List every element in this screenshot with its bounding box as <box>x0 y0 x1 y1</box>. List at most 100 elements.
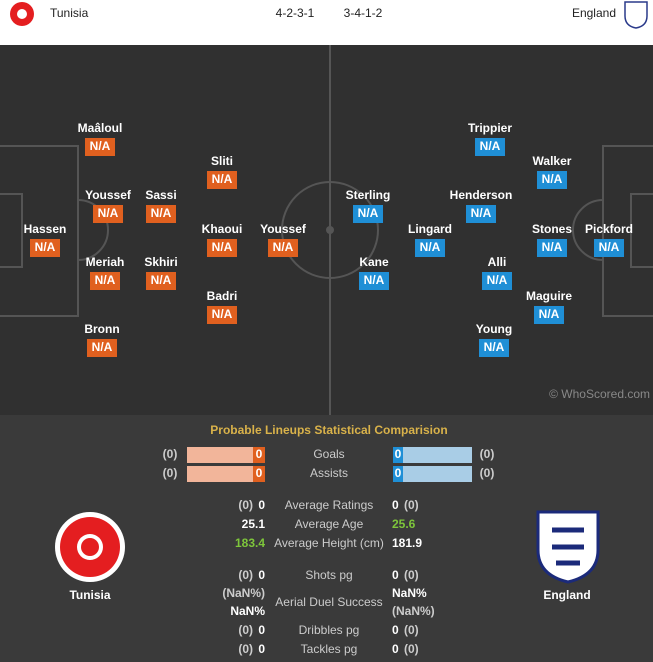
player-rating: N/A <box>542 240 563 254</box>
player-rating: N/A <box>487 273 508 287</box>
player-name: Skhiri <box>144 255 177 269</box>
away-total: (0) <box>480 447 495 461</box>
away-team: England <box>572 6 616 20</box>
stats-title: Probable Lineups Statistical Comparision <box>210 423 447 437</box>
player-name: Badri <box>207 289 238 303</box>
rating-badge <box>537 171 567 189</box>
rating-badge <box>87 339 117 357</box>
tunisia-flag-center <box>17 9 27 19</box>
home-value: 0 <box>258 498 265 512</box>
home-value: NaN% <box>230 604 265 618</box>
away-team-name: England <box>543 588 590 602</box>
player-name: Maguire <box>526 289 572 303</box>
away-total: (0) <box>404 498 419 512</box>
rating-badge <box>475 138 505 156</box>
rating-badge <box>207 171 237 189</box>
player-name: Stones <box>532 222 572 236</box>
player-rating: N/A <box>95 273 116 287</box>
home-value: 0 <box>256 447 263 461</box>
player-name: Henderson <box>450 188 513 202</box>
rating-badge <box>90 272 120 290</box>
england-flag <box>624 1 648 29</box>
away-total: (0) <box>404 642 419 656</box>
home-value: 0 <box>258 568 265 582</box>
player-rating: N/A <box>542 172 563 186</box>
away-value: 0 <box>392 498 399 512</box>
player-name: Pickford <box>585 222 633 236</box>
away-bar-fill <box>393 466 403 482</box>
away-total: (0) <box>480 466 495 480</box>
away-bar <box>393 447 472 463</box>
stat-label: Dribbles pg <box>299 623 360 637</box>
player-rating: N/A <box>471 206 492 220</box>
stat-label: Assists <box>310 466 348 480</box>
player-name: Maâloul <box>78 121 123 135</box>
away-value: 25.6 <box>392 517 416 531</box>
home-bar <box>187 466 265 482</box>
player-rating: N/A <box>212 307 233 321</box>
player-rating: N/A <box>151 206 172 220</box>
home-total: (0) <box>163 447 178 461</box>
player-name: Alli <box>488 255 507 269</box>
player-name: Lingard <box>408 222 452 236</box>
away-value: 0 <box>395 466 402 480</box>
player-name: Meriah <box>86 255 125 269</box>
home-value: 25.1 <box>242 517 266 531</box>
player-rating: N/A <box>90 139 111 153</box>
player-name: Walker <box>533 154 572 168</box>
player-rating: N/A <box>151 273 172 287</box>
home-total: (0) <box>238 642 253 656</box>
player-name: Young <box>476 322 512 336</box>
home-value: 0 <box>258 642 265 656</box>
away-value: 0 <box>392 623 399 637</box>
player-rating: N/A <box>358 206 379 220</box>
rating-badge <box>85 138 115 156</box>
stat-label: Average Height (cm) <box>274 536 384 550</box>
rating-badge <box>93 205 123 223</box>
away-value: 0 <box>395 447 402 461</box>
rating-badge <box>146 272 176 290</box>
player-name: Sliti <box>211 154 233 168</box>
player-name: Youssef <box>260 222 307 236</box>
rating-badge <box>207 239 237 257</box>
player-rating: N/A <box>92 340 113 354</box>
away-bar-fill <box>393 447 403 463</box>
home-total: (0) <box>238 568 253 582</box>
rating-badge <box>359 272 389 290</box>
stat-label: Aerial Duel Success <box>275 595 382 609</box>
home-formation: 4-2-3-1 <box>276 6 315 20</box>
player-name: Hassen <box>24 222 67 236</box>
player-rating: N/A <box>212 240 233 254</box>
rating-badge <box>415 239 445 257</box>
player-name: Youssef <box>85 188 132 202</box>
player-rating: N/A <box>420 240 441 254</box>
away-total: (NaN%) <box>392 604 435 618</box>
home-bar-fill <box>253 466 265 482</box>
player-name: Sassi <box>145 188 176 202</box>
rating-badge <box>207 306 237 324</box>
rating-badge <box>534 306 564 324</box>
rating-badge <box>30 239 60 257</box>
stat-label: Goals <box>313 447 344 461</box>
home-bar <box>187 447 265 463</box>
rating-badge <box>479 339 509 357</box>
home-total: (0) <box>238 623 253 637</box>
player-rating: N/A <box>35 240 56 254</box>
player-name: Kane <box>359 255 389 269</box>
stat-label: Average Age <box>295 517 364 531</box>
home-total: (NaN%) <box>222 586 265 600</box>
england-logo <box>536 510 600 584</box>
player-rating: N/A <box>484 340 505 354</box>
home-value: 0 <box>256 466 263 480</box>
home-bar-fill <box>253 447 265 463</box>
home-team-name: Tunisia <box>69 588 110 602</box>
credit: © WhoScored.com <box>549 387 650 401</box>
player-rating: N/A <box>599 240 620 254</box>
rating-badge <box>594 239 624 257</box>
tunisia-logo <box>55 512 125 582</box>
stat-label: Tackles pg <box>301 642 358 656</box>
player-name: Trippier <box>468 121 512 135</box>
header-bg <box>0 0 653 45</box>
away-total: (0) <box>404 623 419 637</box>
